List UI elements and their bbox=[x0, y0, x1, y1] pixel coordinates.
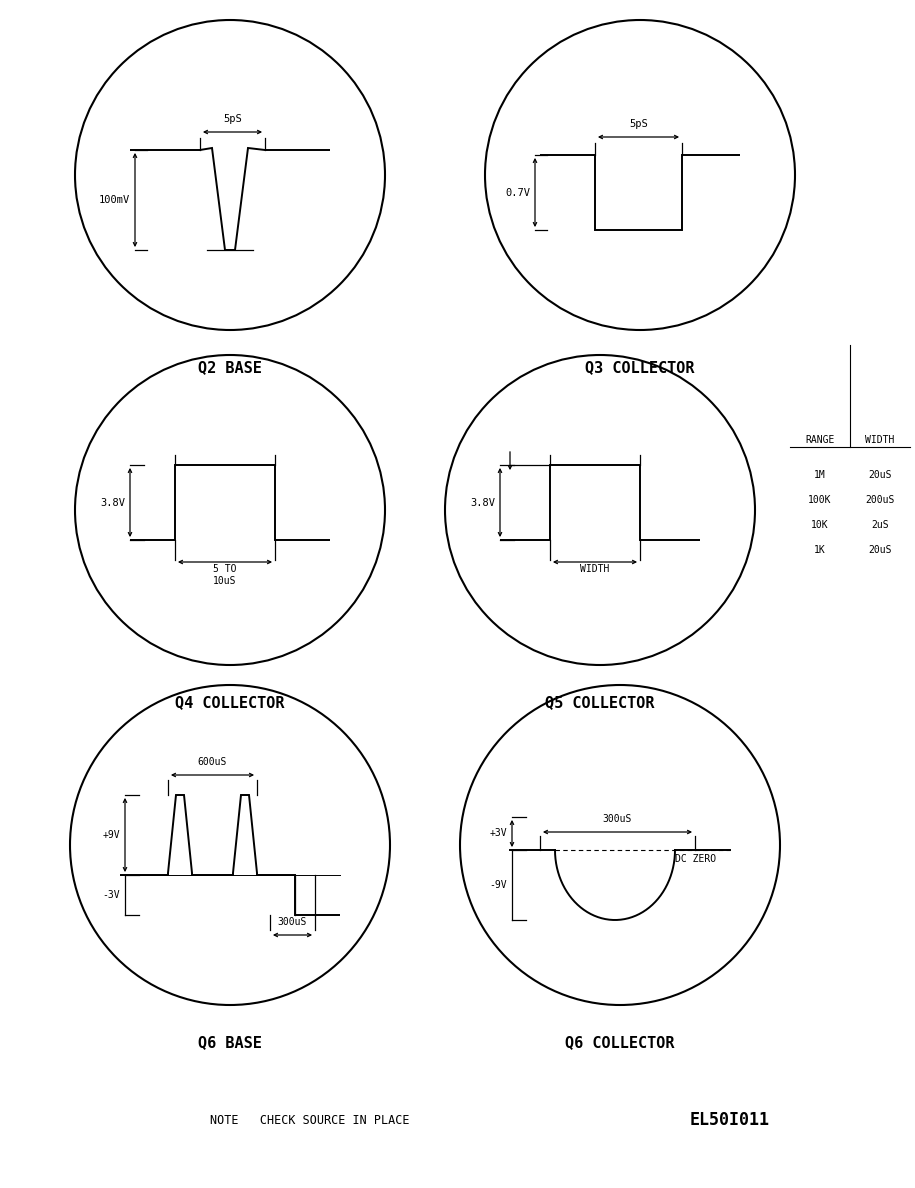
Text: 0.7V: 0.7V bbox=[505, 188, 530, 197]
Text: Q3 COLLECTOR: Q3 COLLECTOR bbox=[586, 360, 694, 375]
Text: EL50I011: EL50I011 bbox=[690, 1111, 770, 1129]
Text: DC ZERO: DC ZERO bbox=[675, 854, 716, 864]
Text: 300uS: 300uS bbox=[603, 814, 632, 824]
Text: WIDTH: WIDTH bbox=[580, 564, 609, 574]
Text: 5pS: 5pS bbox=[630, 119, 648, 129]
Text: 200uS: 200uS bbox=[866, 495, 895, 505]
Text: 20uS: 20uS bbox=[868, 545, 892, 555]
Text: 600uS: 600uS bbox=[198, 757, 227, 767]
Text: -9V: -9V bbox=[490, 880, 507, 890]
Text: NOTE   CHECK SOURCE IN PLACE: NOTE CHECK SOURCE IN PLACE bbox=[210, 1113, 410, 1126]
Text: Q5 COLLECTOR: Q5 COLLECTOR bbox=[545, 695, 655, 710]
Text: 300uS: 300uS bbox=[278, 917, 307, 927]
Text: RANGE: RANGE bbox=[805, 435, 834, 446]
Text: 5pS: 5pS bbox=[223, 114, 242, 124]
Text: WIDTH: WIDTH bbox=[866, 435, 895, 446]
Text: 1K: 1K bbox=[814, 545, 826, 555]
Text: 10uS: 10uS bbox=[213, 576, 237, 586]
Text: Q4 COLLECTOR: Q4 COLLECTOR bbox=[176, 695, 285, 710]
Text: -3V: -3V bbox=[102, 890, 120, 901]
Text: 100mV: 100mV bbox=[99, 195, 130, 206]
Text: 10K: 10K bbox=[812, 520, 829, 530]
Text: 1M: 1M bbox=[814, 470, 826, 480]
Text: 20uS: 20uS bbox=[868, 470, 892, 480]
Text: 2uS: 2uS bbox=[871, 520, 888, 530]
Text: 5 TO: 5 TO bbox=[213, 564, 237, 574]
Text: Q6 BASE: Q6 BASE bbox=[198, 1035, 262, 1050]
Text: 3.8V: 3.8V bbox=[100, 498, 125, 507]
Text: 3.8V: 3.8V bbox=[470, 498, 495, 507]
Text: 100K: 100K bbox=[808, 495, 832, 505]
Text: Q2 BASE: Q2 BASE bbox=[198, 360, 262, 375]
Text: +3V: +3V bbox=[490, 828, 507, 839]
Text: Q6 COLLECTOR: Q6 COLLECTOR bbox=[565, 1035, 674, 1050]
Text: +9V: +9V bbox=[102, 830, 120, 840]
